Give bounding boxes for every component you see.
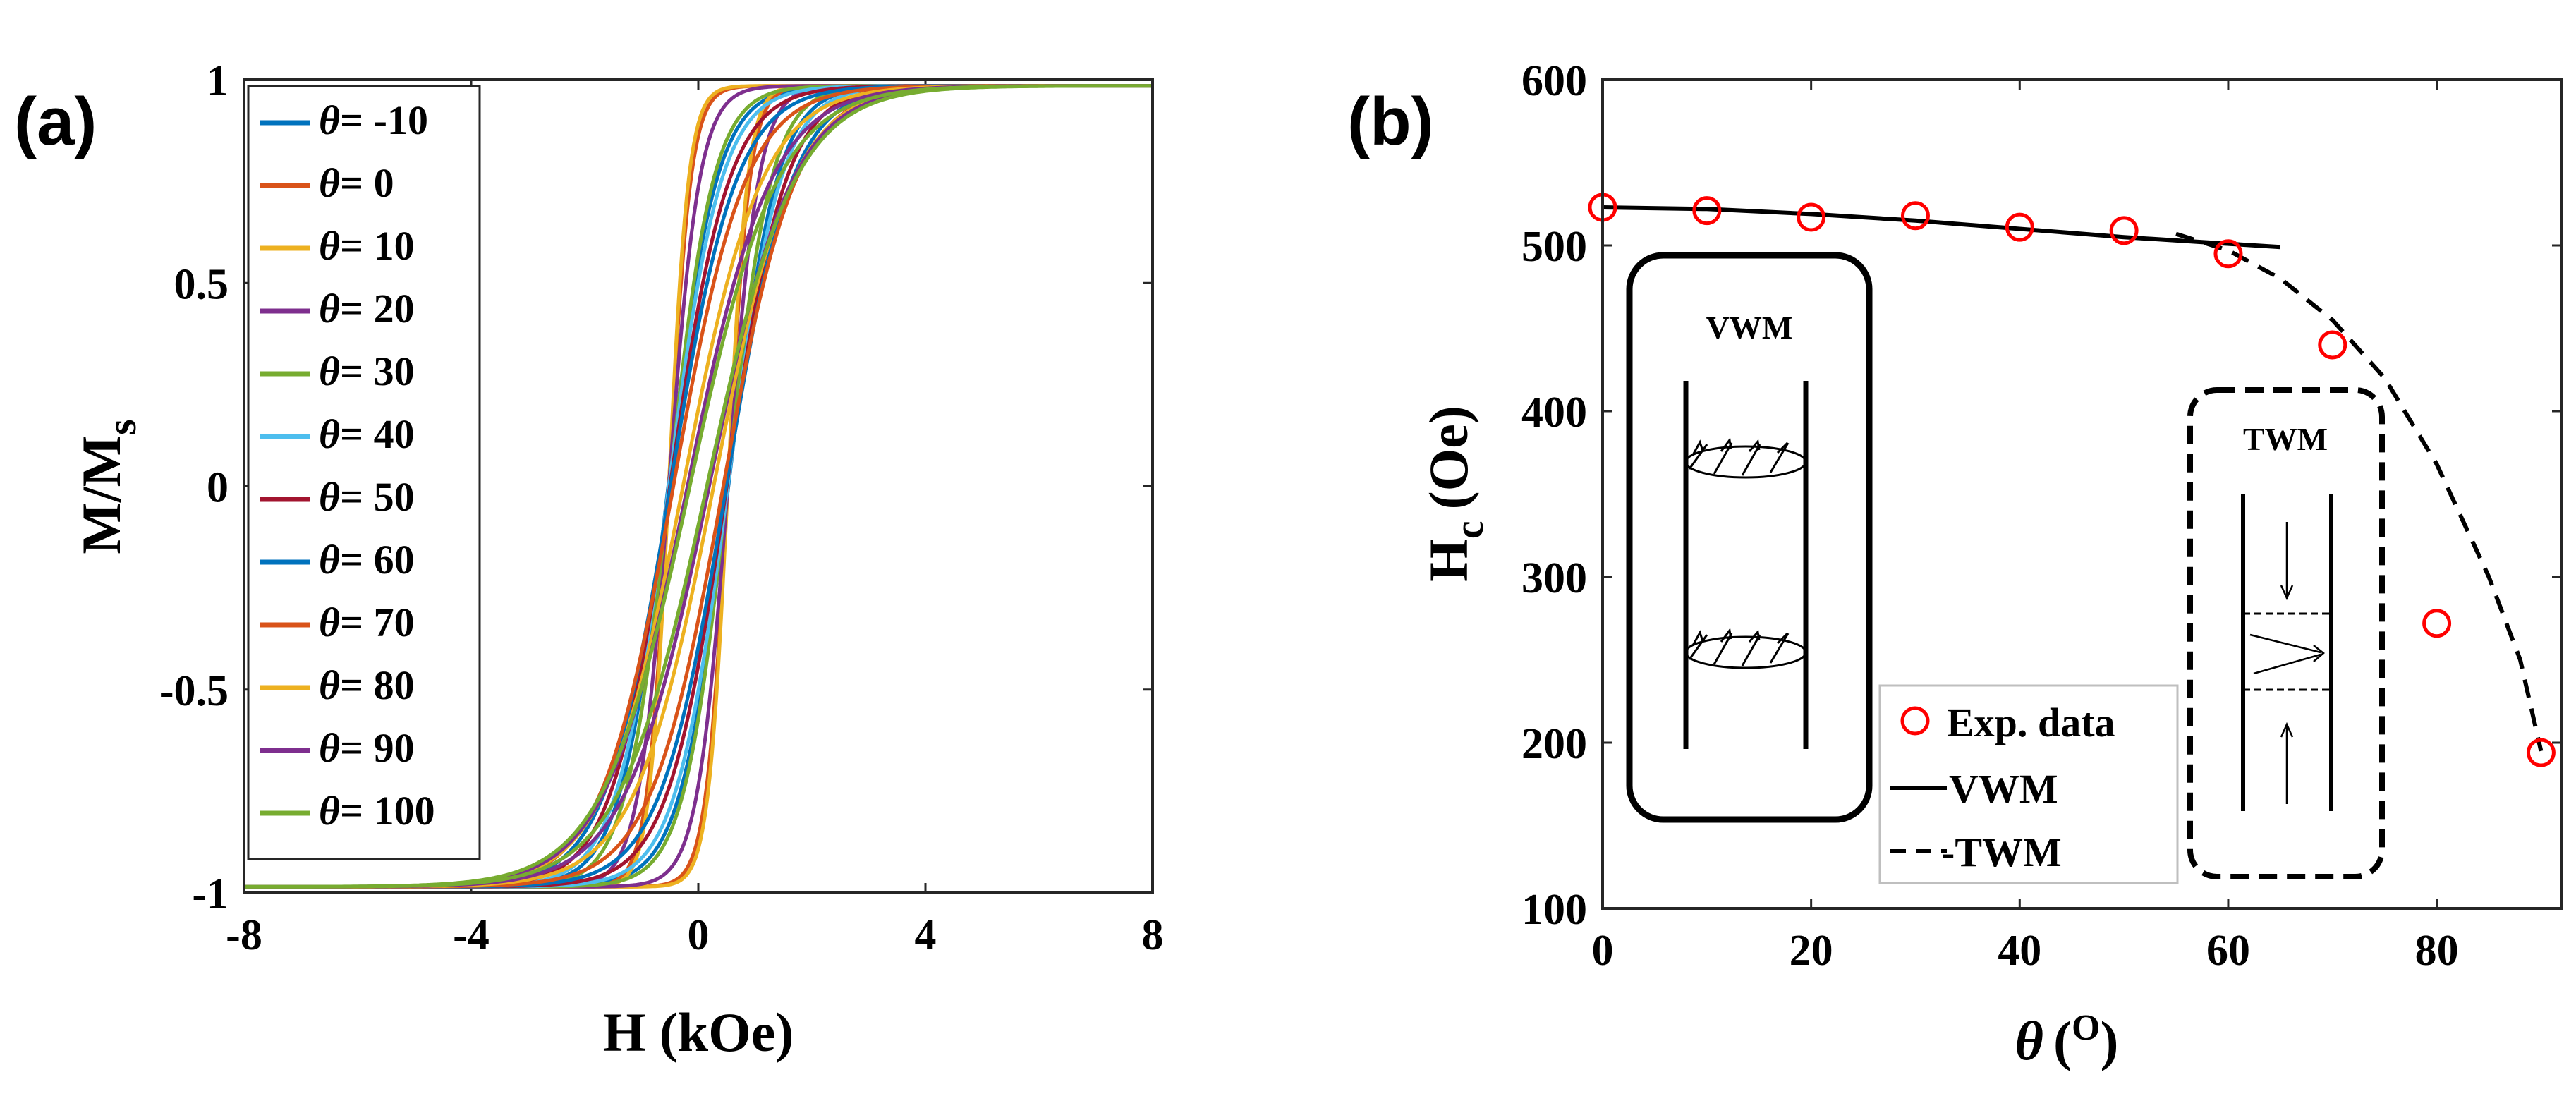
hysteresis-branch-descending — [244, 84, 1153, 889]
legend-twm-label: -TWM — [1941, 829, 2062, 875]
exp-data-point — [2213, 239, 2243, 269]
panel-a-label: (a) — [14, 84, 97, 159]
vwm-wall-lower — [1684, 628, 1807, 669]
panel-b-y-tick-label: 100 — [1521, 886, 1587, 934]
exp-data-point — [2422, 609, 2452, 638]
panel-a-curves — [244, 84, 1153, 889]
panel-a-frame — [243, 78, 1154, 894]
panel-a-y-label: M/Ms — [71, 419, 145, 554]
legend-exp-label: Exp. data — [1947, 700, 2115, 745]
panel-b-x-label-close: ) — [2100, 1010, 2118, 1071]
panel-a-x-label: H (kOe) — [603, 1002, 794, 1063]
panel-b-x-tick-label: 20 — [1790, 927, 1833, 975]
svg-text:M/Ms: M/Ms — [71, 419, 145, 554]
legend-label: θ= 10 — [319, 223, 415, 269]
panel-b-y-label-sub: c — [1446, 521, 1492, 539]
twm-inset: TWM — [2187, 387, 2385, 879]
panel-b-y-ticks: 100 200 300 400 500 600 — [1521, 57, 2562, 934]
panel-b-y-label-unit: (Oe) — [1418, 406, 1479, 509]
panel-a-y-label-main: M/M — [71, 435, 132, 554]
panel-b-axes: 0 20 40 60 80 100 200 300 400 500 600 VWM — [1521, 57, 2563, 975]
panel-b-y-tick-label: 400 — [1521, 389, 1587, 437]
twm-model-line — [2175, 231, 2544, 752]
panel-a-y-tick-label: 0.5 — [174, 260, 229, 308]
panel-b-y-tick-label: 600 — [1521, 57, 1587, 105]
vwm-inset-label: VWM — [1706, 310, 1793, 346]
vwm-inset-box — [1626, 252, 1873, 823]
vwm-inset: VWM — [1626, 252, 1873, 823]
panel-a-y-tick-label: -1 — [192, 870, 229, 918]
legend-vwm-label: VWM — [1949, 766, 2058, 812]
panel-b-x-label: θ (O) — [2015, 1008, 2119, 1071]
legend-exp-marker — [1900, 706, 1930, 736]
panel-b-y-tick-label: 200 — [1521, 720, 1587, 768]
panel-b-legend: Exp. data VWM -TWM — [1878, 684, 2179, 884]
twm-inset-label: TWM — [2243, 421, 2328, 457]
legend-label: θ= 90 — [319, 725, 415, 771]
panel-a-x-tick-label: 4 — [915, 911, 937, 959]
panel-a-legend-box — [247, 85, 481, 860]
panel-a-y-tick-label: 0 — [207, 464, 229, 512]
legend-label: θ= 50 — [319, 474, 415, 520]
panel-a-x-tick-label: 8 — [1142, 911, 1164, 959]
panel-a-legend: θ= -10 θ= 0 θ= 10 θ= 20 θ= 30 θ= 40 θ= 50 θ= 60… — [247, 85, 481, 860]
exp-data-point — [2526, 738, 2556, 767]
exp-data-point — [1797, 202, 1826, 232]
panel-a-x-tick-label: 0 — [688, 911, 710, 959]
panel-b-x-label-sup: O — [2072, 1008, 2100, 1048]
panel-b-x-ticks: 0 20 40 60 80 — [1592, 80, 2459, 975]
panel-b-x-tick-label: 60 — [2206, 927, 2250, 975]
panel-b-label: (b) — [1347, 84, 1434, 159]
legend-label: θ= 80 — [319, 662, 415, 708]
panel-b-y-tick-label: 500 — [1521, 223, 1587, 271]
panel-a-x-ticks: -8 -4 0 4 8 — [226, 80, 1164, 959]
legend-label: θ= 100 — [319, 788, 435, 834]
exp-data-point — [1692, 196, 1722, 226]
vwm-model-line — [1602, 205, 2281, 250]
legend-label: θ= 40 — [319, 411, 415, 457]
svg-text:Hc(Oe): Hc (Oe) — [1418, 406, 1492, 582]
panel-b-x-label-symbol: θ — [2015, 1010, 2044, 1071]
exp-data-point — [2005, 212, 2034, 242]
panel-a-y-tick-label: 1 — [207, 57, 229, 105]
panel-b-y-tick-label: 300 — [1521, 554, 1587, 602]
vwm-wall-upper — [1684, 437, 1807, 479]
panel-b-lines — [1602, 205, 2544, 752]
legend-label: θ= 20 — [319, 286, 415, 331]
legend-label: θ= 70 — [319, 599, 415, 645]
panel-b-x-label-open: ( — [2053, 1010, 2072, 1071]
panel-b-y-label-main: H — [1418, 539, 1479, 582]
panel-a-x-tick-label: -4 — [453, 911, 490, 959]
legend-label: θ= -10 — [319, 97, 428, 143]
svg-text:θ(O): θ (O) — [2015, 1008, 2119, 1071]
panel-b-points — [1588, 193, 2556, 767]
panel-a-x-tick-label: -8 — [226, 911, 262, 959]
panel-b-frame — [1601, 78, 2563, 910]
panel-a-y-tick-label: -0.5 — [159, 667, 229, 715]
exp-data-point — [2109, 216, 2139, 245]
panel-a-y-ticks: -1 -0.5 0 0.5 1 — [159, 57, 1153, 918]
panel-a-y-label-sub: s — [99, 419, 145, 435]
panel-b-x-tick-label: 80 — [2415, 927, 2459, 975]
legend-label: θ= 30 — [319, 348, 415, 394]
panel-b-x-tick-label: 0 — [1592, 927, 1614, 975]
legend-label: θ= 0 — [319, 160, 394, 206]
twm-inset-box — [2187, 387, 2385, 879]
exp-data-point — [2318, 330, 2347, 360]
exp-data-point — [1900, 201, 1930, 231]
twm-arrows — [2249, 522, 2325, 804]
legend-label: θ= 60 — [319, 537, 415, 583]
panel-b-x-tick-label: 40 — [1998, 927, 2041, 975]
panel-b-y-label: Hc (Oe) — [1418, 406, 1492, 582]
